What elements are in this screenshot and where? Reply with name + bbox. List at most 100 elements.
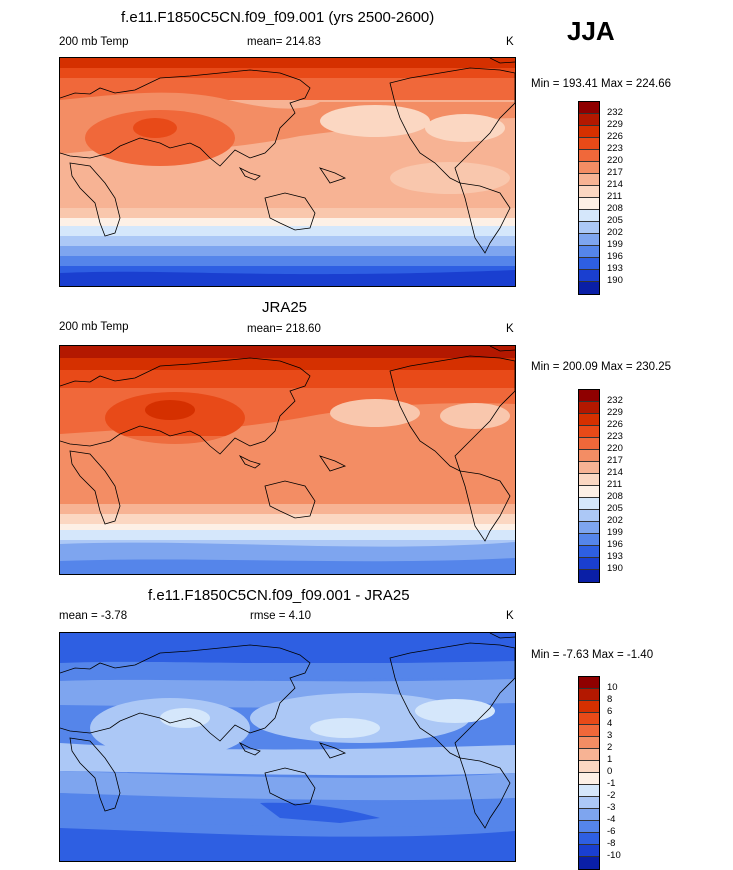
colorbar-swatch — [579, 138, 599, 150]
colorbar-tick-label: 4 — [607, 718, 613, 729]
colorbar-tick-label: 2 — [607, 742, 613, 753]
colorbar-swatch — [579, 737, 599, 749]
colorbar-tick-label: 199 — [607, 527, 623, 538]
colorbar-swatch — [579, 150, 599, 162]
colorbar-tick-label: 6 — [607, 706, 613, 717]
colorbar-swatch — [579, 498, 599, 510]
colorbar-tick-label: 232 — [607, 395, 623, 406]
colorbar-tick-label: 10 — [607, 682, 618, 693]
colorbar-swatch — [579, 126, 599, 138]
panel-3-units-label: K — [506, 610, 514, 622]
colorbar-swatch — [579, 749, 599, 761]
panel-1-minmax: Min = 193.41 Max = 224.66 — [531, 78, 672, 90]
colorbar-tick-label: 190 — [607, 275, 623, 286]
colorbar-swatch — [579, 857, 599, 869]
colorbar-tick-label: -3 — [607, 802, 616, 813]
colorbar-swatch — [579, 570, 599, 582]
colorbar-swatch — [579, 773, 599, 785]
colorbar-swatch — [579, 522, 599, 534]
colorbar-tick-label: 205 — [607, 503, 623, 514]
panel-1-colorbar — [578, 101, 600, 295]
colorbar-swatch — [579, 162, 599, 174]
colorbar-tick-label: -6 — [607, 826, 616, 837]
colorbar-tick-label: 3 — [607, 730, 613, 741]
colorbar-swatch — [579, 210, 599, 222]
colorbar-swatch — [579, 462, 599, 474]
colorbar-tick-label: 202 — [607, 515, 623, 526]
colorbar-tick-label: 1 — [607, 754, 613, 765]
colorbar-tick-label: -1 — [607, 778, 616, 789]
colorbar-swatch — [579, 402, 599, 414]
colorbar-swatch — [579, 174, 599, 186]
colorbar-swatch — [579, 845, 599, 857]
colorbar-swatch — [579, 438, 599, 450]
colorbar-swatch — [579, 450, 599, 462]
panel-1-mean-label: mean= 214.83 — [247, 36, 321, 48]
panel-2-minmax: Min = 200.09 Max = 230.25 — [531, 361, 672, 373]
panel-3-rmse-label: rmse = 4.10 — [250, 610, 312, 622]
colorbar-tick-label: 205 — [607, 215, 623, 226]
colorbar-tick-label: 0 — [607, 766, 613, 777]
season-label: JJA — [567, 16, 615, 46]
panel-2-title: JRA25 — [262, 299, 308, 316]
panel-2-colorbar — [578, 389, 600, 583]
colorbar-swatch — [579, 785, 599, 797]
colorbar-swatch — [579, 701, 599, 713]
colorbar-tick-label: 232 — [607, 107, 623, 118]
colorbar-tick-label: 226 — [607, 131, 623, 142]
colorbar-tick-label: 199 — [607, 239, 623, 250]
colorbar-tick-label: 214 — [607, 179, 623, 190]
colorbar-tick-label: 202 — [607, 227, 623, 238]
colorbar-tick-label: -10 — [607, 850, 621, 861]
colorbar-tick-label: 8 — [607, 694, 613, 705]
colorbar-tick-label: -8 — [607, 838, 616, 849]
colorbar-tick-label: 193 — [607, 263, 623, 274]
colorbar-swatch — [579, 270, 599, 282]
colorbar-tick-label: 217 — [607, 455, 623, 466]
colorbar-swatch — [579, 474, 599, 486]
colorbar-tick-label: 220 — [607, 443, 623, 454]
colorbar-tick-label: 226 — [607, 419, 623, 430]
panel-3-colorbar — [578, 676, 600, 870]
colorbar-swatch — [579, 234, 599, 246]
colorbar-swatch — [579, 114, 599, 126]
colorbar-tick-label: 196 — [607, 539, 623, 550]
colorbar-swatch — [579, 725, 599, 737]
panel-1-map — [59, 57, 516, 287]
colorbar-tick-label: -4 — [607, 814, 616, 825]
colorbar-tick-label: 208 — [607, 491, 623, 502]
colorbar-swatch — [579, 558, 599, 570]
colorbar-swatch — [579, 186, 599, 198]
colorbar-swatch — [579, 198, 599, 210]
colorbar-tick-label: 211 — [607, 191, 623, 202]
panel-1-variable-label: 200 mb Temp — [59, 36, 129, 48]
panel-3-map — [59, 632, 516, 862]
colorbar-swatch — [579, 282, 599, 294]
colorbar-swatch — [579, 510, 599, 522]
colorbar-swatch — [579, 677, 599, 689]
colorbar-tick-label: -2 — [607, 790, 616, 801]
colorbar-swatch — [579, 102, 599, 114]
colorbar-swatch — [579, 258, 599, 270]
colorbar-swatch — [579, 222, 599, 234]
panel-2-variable-label: 200 mb Temp — [59, 321, 129, 333]
colorbar-swatch — [579, 809, 599, 821]
colorbar-swatch — [579, 246, 599, 258]
colorbar-swatch — [579, 546, 599, 558]
panel-2-mean-label: mean= 218.60 — [247, 323, 321, 335]
panel-1-title: f.e11.F1850C5CN.f09_f09.001 (yrs 2500-26… — [121, 9, 435, 26]
colorbar-tick-label: 190 — [607, 563, 623, 574]
colorbar-tick-label: 229 — [607, 407, 623, 418]
panel-3-minmax: Min = -7.63 Max = -1.40 — [531, 649, 654, 661]
colorbar-tick-label: 223 — [607, 431, 623, 442]
colorbar-tick-label: 220 — [607, 155, 623, 166]
panel-2-map — [59, 345, 516, 575]
panel-2-units-label: K — [506, 323, 514, 335]
colorbar-tick-label: 217 — [607, 167, 623, 178]
colorbar-swatch — [579, 534, 599, 546]
colorbar-swatch — [579, 689, 599, 701]
colorbar-swatch — [579, 761, 599, 773]
panel-3-title: f.e11.F1850C5CN.f09_f09.001 - JRA25 — [148, 587, 410, 604]
panel-3-mean-label: mean = -3.78 — [59, 610, 128, 622]
colorbar-swatch — [579, 414, 599, 426]
